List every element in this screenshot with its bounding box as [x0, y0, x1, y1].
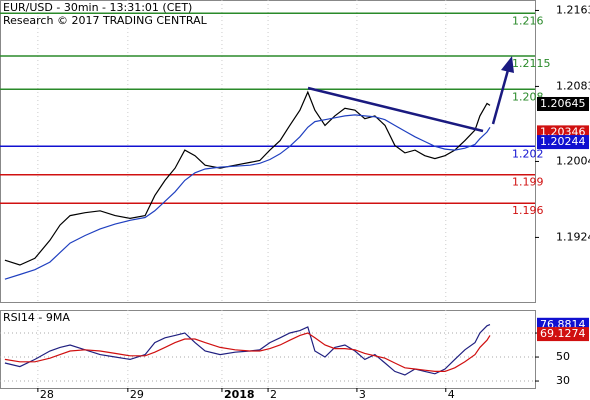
price-tag-label: 1.20645: [540, 97, 586, 110]
plot: [0, 0, 535, 388]
level-label: 1.216: [512, 14, 544, 27]
price-tag: [537, 135, 589, 150]
rsi-title: RSI14 - 9MA: [3, 311, 70, 324]
x-tick-label: 3: [359, 388, 366, 400]
arrow-head: [501, 56, 514, 73]
level-label: 1.208: [512, 90, 544, 103]
chart-title: EUR/USD - 30min - 13:31:01 (CET): [3, 1, 192, 14]
x-tick-label: 4: [448, 388, 455, 400]
level-label: 1.196: [512, 204, 544, 217]
forecast-arrow: [491, 69, 510, 125]
series-line: [4, 324, 491, 376]
level-label: 1.2115: [512, 57, 551, 70]
series-line: [4, 332, 491, 372]
level-label: 1.199: [512, 176, 544, 189]
y-tick-label: 1.1924: [556, 230, 590, 243]
price-tag-label: 1.20244: [540, 135, 586, 148]
x-tick-label: 2: [270, 388, 277, 400]
x-tick-label: 28: [40, 388, 54, 400]
price-tag-label: 69.1274: [540, 327, 586, 340]
y-tick-label: 30: [556, 374, 570, 387]
x-tick-label: 2018: [224, 388, 255, 400]
series-line: [4, 114, 491, 280]
y-tick-label: 1.2083: [556, 79, 590, 92]
chart-subtitle: Research © 2017 TRADING CENTRAL: [3, 14, 208, 27]
y-tick-label: 50: [556, 350, 570, 363]
price-tag: [537, 96, 589, 111]
trend-line: [307, 86, 484, 133]
x-tick-label: 29: [130, 388, 144, 400]
y-tick-label: 1.2004: [556, 154, 590, 167]
price-tag: [537, 327, 589, 342]
series-line: [4, 90, 491, 266]
level-label: 1.202: [512, 147, 544, 160]
